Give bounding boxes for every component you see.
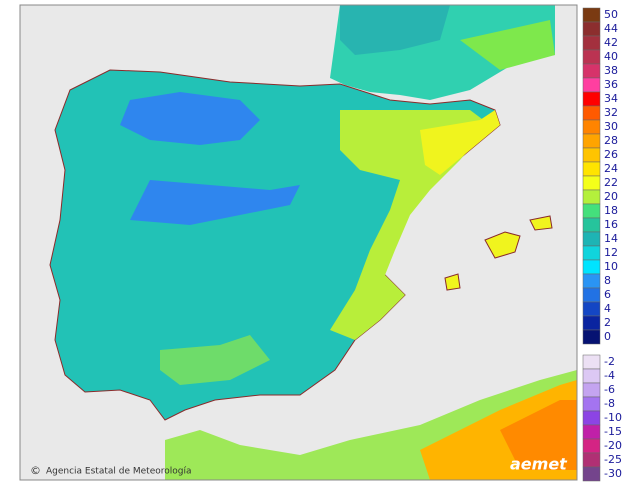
legend-swatch: [582, 368, 601, 384]
legend-label: 30: [604, 120, 618, 133]
legend-label: -6: [604, 383, 615, 396]
legend-swatch: [582, 410, 601, 426]
legend-label: 42: [604, 36, 618, 49]
cold-center: [130, 180, 300, 225]
legend-label: 44: [604, 22, 618, 35]
guadalquivir: [160, 335, 270, 385]
legend-label: -8: [604, 397, 615, 410]
legend-swatch: [582, 329, 601, 345]
legend-swatch: [582, 105, 601, 121]
attribution: Agencia Estatal de Meteorología: [46, 467, 192, 477]
legend-label: 16: [604, 218, 618, 231]
legend-label: -4: [604, 369, 615, 382]
legend-label: -30: [604, 467, 622, 480]
legend-swatch: [582, 189, 601, 205]
legend-swatch: [582, 231, 601, 247]
legend-swatch: [582, 49, 601, 65]
legend-swatch: [582, 452, 601, 468]
legend-swatch: [582, 77, 601, 93]
logo: aemet: [510, 455, 568, 474]
legend: 5044424038363432302826242220181614121086…: [582, 7, 622, 482]
legend-swatch: [582, 466, 601, 482]
legend-swatch: [582, 91, 601, 107]
legend-label: 6: [604, 288, 611, 301]
legend-label: 34: [604, 92, 618, 105]
legend-label: 24: [604, 162, 618, 175]
legend-swatch: [582, 7, 601, 23]
map-frame: [19, 4, 578, 481]
legend-swatch: [582, 287, 601, 303]
east-coast: [330, 110, 490, 340]
legend-swatch: [582, 147, 601, 163]
legend-swatch: [582, 396, 601, 412]
legend-label: 8: [604, 274, 611, 287]
legend-label: -20: [604, 439, 622, 452]
legend-label: -2: [604, 355, 615, 368]
legend-label: 26: [604, 148, 618, 161]
cold-north: [120, 92, 260, 145]
legend-swatch: [582, 438, 601, 454]
legend-label: -15: [604, 425, 622, 438]
legend-swatch: [582, 203, 601, 219]
legend-swatch: [582, 382, 601, 398]
copyright-icon: ©: [30, 464, 41, 477]
legend-swatch: [582, 175, 601, 191]
legend-label: 18: [604, 204, 618, 217]
legend-label: -25: [604, 453, 622, 466]
legend-label: 38: [604, 64, 618, 77]
legend-label: 32: [604, 106, 618, 119]
legend-label: -10: [604, 411, 622, 424]
map: © Agencia Estatal de Meteorología aemet: [19, 4, 578, 481]
menorca: [529, 215, 553, 231]
legend-label: 20: [604, 190, 618, 203]
legend-label: 14: [604, 232, 618, 245]
legend-swatch: [582, 259, 601, 275]
legend-swatch: [582, 161, 601, 177]
legend-label: 0: [604, 330, 611, 343]
legend-swatch: [582, 119, 601, 135]
legend-label: 2: [604, 316, 611, 329]
legend-swatch: [582, 315, 601, 331]
ibiza: [444, 273, 461, 291]
legend-label: 12: [604, 246, 618, 259]
legend-label: 28: [604, 134, 618, 147]
legend-label: 4: [604, 302, 611, 315]
legend-swatch: [582, 245, 601, 261]
legend-swatch: [582, 63, 601, 79]
legend-label: 36: [604, 78, 618, 91]
legend-label: 50: [604, 8, 618, 21]
legend-swatch: [582, 217, 601, 233]
france-inland: [340, 5, 450, 55]
legend-label: 40: [604, 50, 618, 63]
legend-swatch: [582, 133, 601, 149]
legend-label: 22: [604, 176, 618, 189]
legend-swatch: [582, 35, 601, 51]
legend-swatch: [582, 424, 601, 440]
legend-swatch: [582, 21, 601, 37]
legend-swatch: [582, 273, 601, 289]
legend-label: 10: [604, 260, 618, 273]
france-south: [460, 20, 555, 70]
mallorca: [484, 231, 521, 259]
valencia-coast: [420, 110, 500, 175]
africa-hot: [500, 400, 577, 470]
legend-swatch: [582, 301, 601, 317]
legend-swatch: [582, 354, 601, 370]
